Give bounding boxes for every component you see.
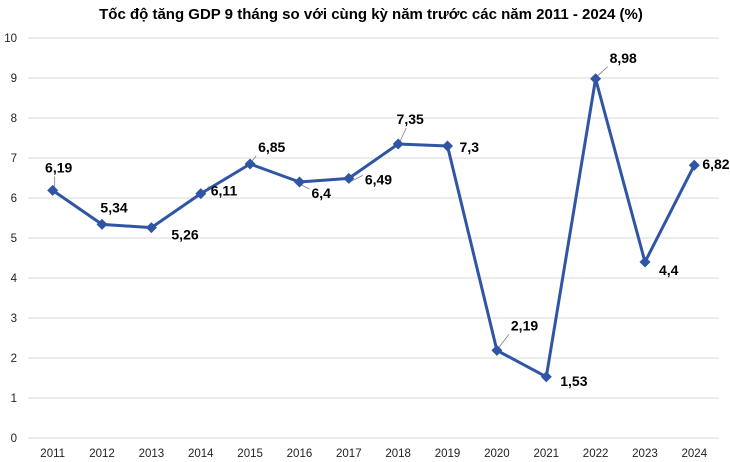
x-tick-label: 2011 (40, 448, 65, 460)
data-label: 5,34 (100, 199, 127, 215)
data-label: 4,4 (659, 262, 679, 278)
data-label: 2,19 (511, 317, 538, 333)
data-label: 6,4 (311, 185, 331, 201)
data-label: 6,11 (211, 183, 238, 199)
y-axis-ticks: 0 1 2 3 4 5 6 7 8 9 10 (4, 33, 17, 445)
y-tick-label: 1 (11, 393, 17, 405)
y-tick-label: 5 (11, 233, 17, 245)
y-tick-label: 4 (11, 273, 18, 285)
label-leader-line (251, 155, 257, 162)
data-point-marker (688, 159, 700, 171)
data-label: 7,35 (397, 111, 424, 127)
data-point-marker (639, 256, 651, 268)
data-point-marker (294, 176, 305, 188)
x-tick-label: 2015 (237, 448, 263, 460)
label-leader-line (498, 334, 510, 348)
label-leader-line (301, 184, 310, 190)
data-label-leader-lines (54, 66, 608, 348)
y-tick-label: 2 (11, 353, 17, 365)
chart-title: Tốc độ tăng GDP 9 tháng so với cùng kỳ n… (99, 6, 643, 23)
data-point-marker (540, 371, 552, 383)
data-point-marker (491, 344, 503, 356)
data-label: 6,82 (702, 156, 729, 172)
data-point-marker (442, 140, 453, 152)
data-label: 6,85 (258, 139, 285, 155)
data-label: 6,19 (45, 159, 72, 175)
x-tick-label: 2022 (583, 448, 609, 460)
y-tick-label: 7 (11, 153, 17, 165)
data-point-marker (343, 172, 355, 184)
x-tick-label: 2012 (89, 448, 115, 460)
x-tick-label: 2021 (533, 448, 559, 460)
data-point-marker (590, 73, 602, 85)
x-tick-label: 2024 (682, 448, 708, 460)
x-tick-label: 2014 (188, 448, 214, 460)
data-label: 8,98 (610, 50, 637, 66)
data-label: 1,53 (560, 373, 587, 389)
y-tick-label: 6 (11, 193, 17, 205)
data-point-marker (392, 138, 404, 150)
x-tick-label: 2016 (287, 448, 313, 460)
data-point-marker (195, 188, 207, 200)
data-label: 5,26 (171, 227, 198, 243)
y-tick-label: 0 (11, 433, 17, 445)
label-leader-line (350, 175, 364, 182)
data-label: 6,49 (365, 171, 392, 187)
label-leader-line (597, 66, 608, 77)
x-tick-label: 2017 (336, 448, 362, 460)
data-point-marker (96, 218, 108, 230)
x-tick-label: 2020 (484, 448, 510, 460)
data-label: 7,3 (460, 139, 480, 155)
series-line (51, 77, 696, 379)
data-labels: 6,19 5,34 5,26 6,11 6,85 6,4 6,49 7,35 7,3 2,19 1,… (45, 50, 730, 389)
gridlines (28, 37, 719, 439)
x-tick-label: 2013 (139, 448, 165, 460)
x-tick-label: 2023 (632, 448, 658, 460)
y-tick-label: 9 (11, 73, 17, 85)
data-point-marker (244, 158, 256, 170)
data-point-marker (145, 222, 157, 234)
y-tick-label: 10 (4, 33, 17, 45)
label-leader-line (399, 127, 407, 142)
x-tick-label: 2019 (435, 448, 461, 460)
data-point-marker (47, 184, 59, 196)
x-tick-label: 2018 (385, 448, 411, 460)
y-tick-label: 8 (11, 113, 17, 125)
x-axis-ticks: 2011 2012 2013 2014 2015 2016 2017 2018 2019 2020… (40, 448, 707, 460)
y-tick-label: 3 (11, 313, 17, 325)
series-gdp (47, 73, 700, 383)
